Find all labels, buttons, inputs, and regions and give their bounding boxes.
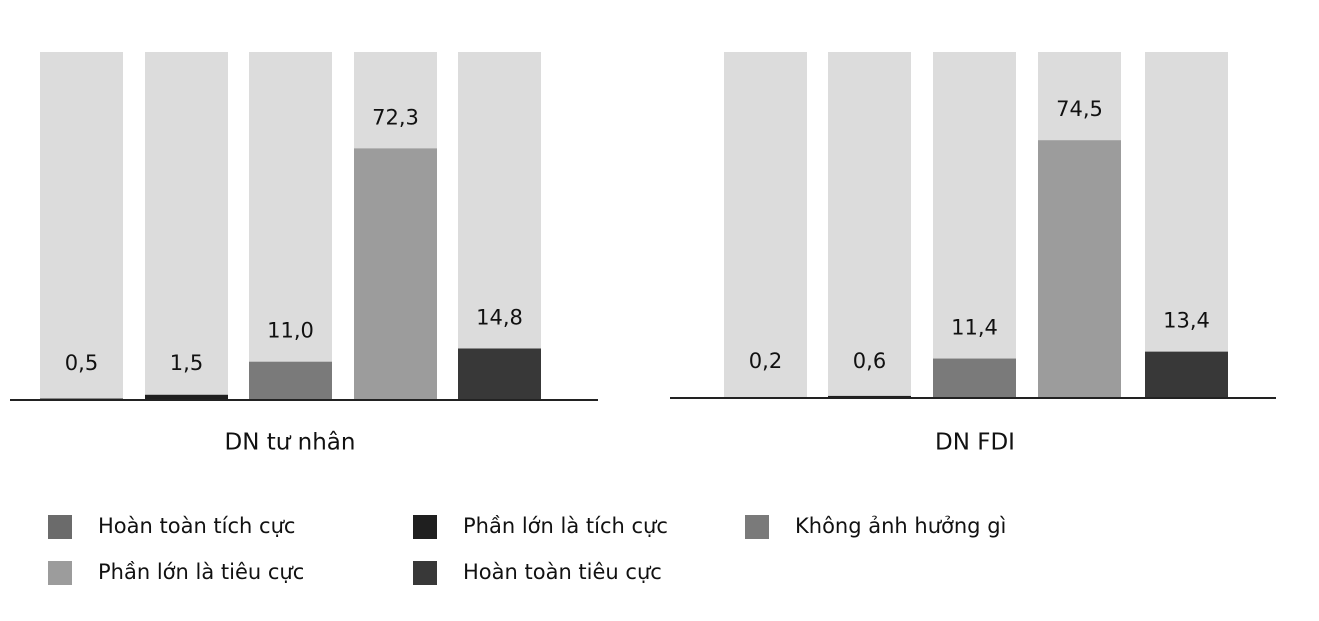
bar-background <box>458 52 541 400</box>
bar <box>1145 351 1228 398</box>
legend-label: Phần lớn là tiêu cực <box>98 560 304 584</box>
value-label: 72,3 <box>372 105 419 129</box>
bar <box>249 361 332 400</box>
value-label: 11,4 <box>951 316 998 340</box>
chart-title: DN tư nhân <box>225 430 356 456</box>
value-label: 1,5 <box>170 351 203 375</box>
value-label: 0,2 <box>749 349 782 373</box>
bar-background <box>724 52 807 398</box>
legend-swatch <box>48 515 72 539</box>
legend-swatch <box>745 515 769 539</box>
bar <box>1038 140 1121 399</box>
legend-swatch <box>413 515 437 539</box>
value-label: 0,6 <box>853 349 886 373</box>
value-label: 13,4 <box>1163 309 1210 333</box>
bar <box>933 358 1016 398</box>
bar-background <box>828 52 911 398</box>
chart-title: DN FDI <box>935 430 1015 456</box>
legend-label: Hoàn toàn tích cực <box>98 514 295 538</box>
legend-swatch <box>413 561 437 585</box>
bar <box>354 148 437 400</box>
bar <box>458 348 541 400</box>
legend-label: Không ảnh hưởng gì <box>795 514 1006 538</box>
value-label: 11,0 <box>267 319 314 343</box>
value-label: 74,5 <box>1056 97 1103 121</box>
bar-background <box>40 52 123 400</box>
value-label: 14,8 <box>476 305 523 329</box>
bar <box>145 394 228 400</box>
bar-background <box>249 52 332 400</box>
legend-swatch <box>48 561 72 585</box>
legend-label: Hoàn toàn tiêu cực <box>463 560 662 584</box>
legend-label: Phần lớn là tích cực <box>463 514 668 538</box>
value-label: 0,5 <box>65 351 98 375</box>
bar-background <box>1145 52 1228 398</box>
bar-background <box>933 52 1016 398</box>
bar-background <box>145 52 228 400</box>
bar <box>828 395 911 398</box>
